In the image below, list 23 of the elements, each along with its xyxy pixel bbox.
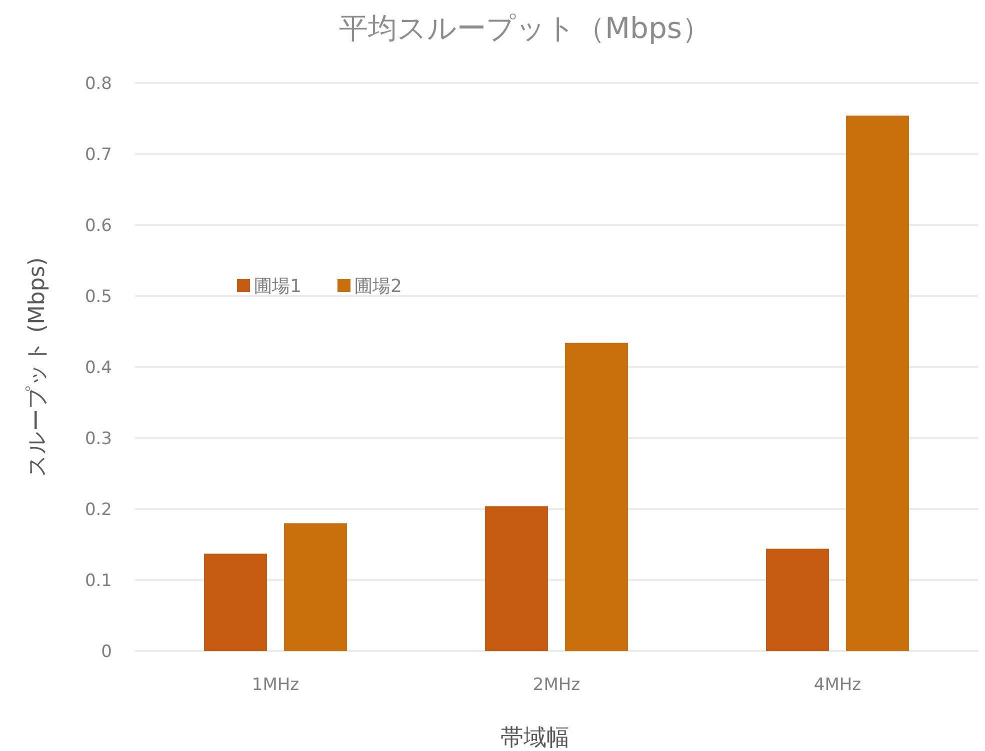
y-tick-label: 0.6 [84,216,112,236]
bar [284,523,347,651]
bar [846,116,909,651]
chart-title: 平均スループット（Mbps） [339,11,711,45]
x-tick-label: 4MHz [814,675,862,695]
x-tick-label: 1MHz [252,675,300,695]
legend-label: 圃場2 [354,276,402,297]
y-tick-label: 0.1 [84,571,112,591]
y-tick-label: 0.8 [84,74,112,94]
y-tick-label: 0.7 [84,145,112,165]
bar [485,506,548,651]
y-tick-label: 0.5 [84,287,112,307]
x-axis-title: 帯域幅 [500,725,570,751]
y-tick-label: 0.4 [84,358,112,378]
bar [204,554,267,651]
legend-label: 圃場1 [254,276,302,297]
y-tick-label: 0.3 [84,429,112,449]
y-tick-label: 0.2 [84,500,112,520]
x-tick-label: 2MHz [532,675,580,695]
bar [565,342,628,651]
bar [766,548,829,651]
y-tick-label: 0 [101,642,112,662]
y-axis-title: スループット (Mbps) [25,257,50,477]
